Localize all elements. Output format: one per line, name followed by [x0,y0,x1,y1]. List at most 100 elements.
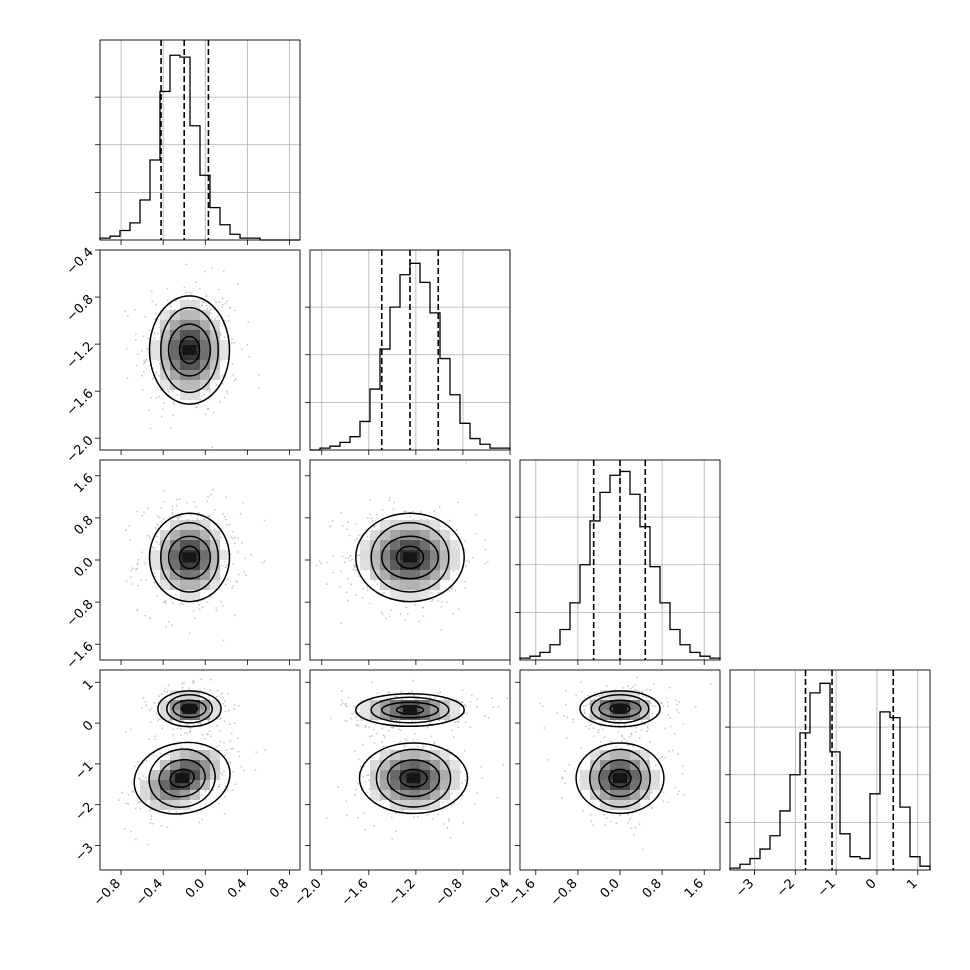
scatter-point [629,817,632,819]
scatter-point [137,558,140,561]
scatter-point [428,722,431,725]
scatter-point [186,732,189,735]
scatter-point [208,390,211,393]
density-cell [150,770,160,780]
density-cell [440,760,450,770]
x-tick-label-3-3: 0 [863,876,879,892]
scatter-point [638,737,641,740]
density-cell [380,710,390,720]
scatter-point [563,715,565,717]
scatter-point [211,267,213,270]
density-cell [160,710,170,720]
scatter-point [623,737,625,740]
density-cell [620,750,630,760]
scatter-point [196,517,198,520]
density-cell [610,710,620,720]
density-cell [180,750,190,760]
scatter-point [127,802,130,805]
scatter-point [224,302,227,305]
scatter-point [234,783,237,786]
density-cell [630,690,640,700]
scatter-point [682,765,684,768]
density-cell [210,580,220,590]
scatter-point [227,320,230,322]
scatter-point [151,546,154,549]
scatter-point [156,541,159,543]
scatter-point [636,676,639,679]
scatter-point [450,588,453,590]
density-cell [160,800,170,810]
scatter-point [167,391,170,393]
scatter-point [626,741,628,743]
scatter-point [236,581,238,583]
scatter-point [195,406,198,409]
scatter-point [155,712,158,715]
density-cell [180,780,190,790]
scatter-point [542,705,544,708]
scatter-point [383,592,386,594]
panel-frame-3-1 [309,669,511,871]
density-cell [370,760,380,770]
scatter-point [204,790,207,792]
contour-3-1-1-0 [399,768,428,788]
scatter-point [246,343,249,346]
scatter-point [194,617,196,619]
hist-frame-3 [729,669,931,871]
density-cell [190,570,200,580]
scatter-point [344,557,347,560]
scatter-point [421,607,424,609]
density-cell [200,760,210,770]
density-cell [170,770,180,780]
scatter-point [678,701,680,704]
scatter-point [353,539,356,541]
y-tick-label-1-1: −1.6 [64,386,97,419]
scatter-point [134,568,137,571]
scatter-point [709,683,712,686]
scatter-point [171,390,174,393]
x-tick-label-2-3: 0.8 [640,876,665,901]
density-shade-3-0 [140,690,220,810]
density-cell [430,800,440,810]
scatter-point [233,536,236,539]
scatter-point [226,300,229,303]
density-cell [180,710,190,720]
scatter-point [356,554,359,557]
scatter-point [475,513,478,516]
density-cell [630,750,640,760]
density-cell [390,590,400,600]
scatter-point [166,287,169,290]
density-cell [160,580,170,590]
density-cell [180,330,190,340]
scatter-point [642,848,644,851]
contour-3-2-0-3 [579,690,661,728]
scatter-point [191,681,194,684]
scatter-point [227,315,230,318]
scatter-point [171,505,174,508]
scatter-point [168,719,170,722]
density-cell [200,780,210,790]
scatter-point [215,695,218,698]
scatter-point [351,712,354,715]
scatter-point [188,687,190,690]
scatter-point [475,792,478,795]
scatter-point [355,716,357,719]
scatter-point [483,539,486,541]
scatter-point [441,801,444,804]
scatter-point [159,752,162,755]
y-tick-label-2-1: −0.8 [64,597,97,630]
scatter-point [129,539,132,541]
scatter-point [158,543,160,546]
scatter-point [649,741,651,743]
scatter-point [167,299,169,302]
density-cell [380,700,390,710]
scatter-point [379,799,382,802]
scatter-point [404,619,407,621]
scatter-point [153,337,156,340]
scatter-point [669,716,672,719]
scatter-point [394,812,397,815]
scatter-point [464,540,466,542]
density-peak-3-1-0 [403,705,417,715]
density-cell [430,700,440,710]
density-cell [400,540,410,550]
density-cell [370,560,380,570]
